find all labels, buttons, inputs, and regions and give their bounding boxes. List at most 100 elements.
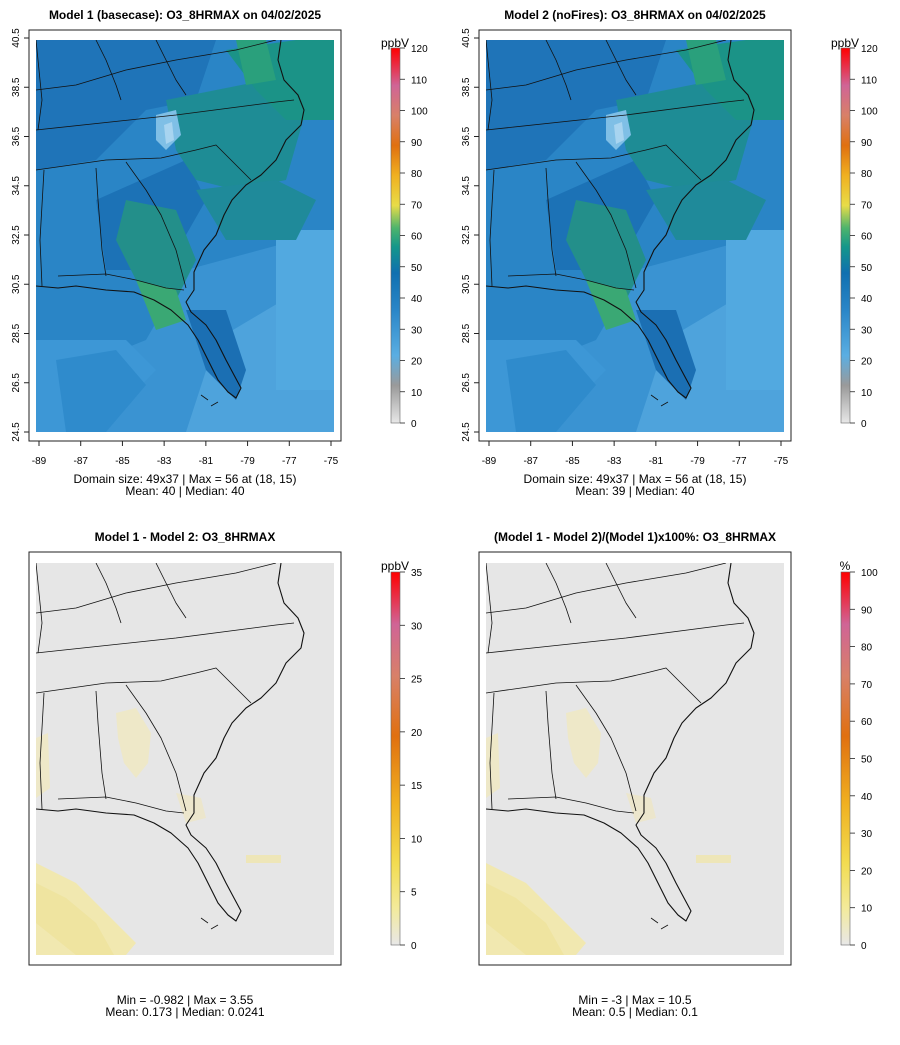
colorbar-tick-label: 120 bbox=[411, 44, 428, 55]
y-tick-label: 26.5 bbox=[11, 373, 22, 393]
y-tick-label: 26.5 bbox=[461, 373, 472, 393]
colorbar-tick-label: 30 bbox=[861, 829, 873, 840]
colorbar-tick-label: 60 bbox=[861, 717, 873, 728]
colorbar-tick-label: 10 bbox=[411, 388, 423, 399]
panel-model2: Model 2 (noFires): O3_8HRMAX on 04/02/20… bbox=[461, 8, 878, 498]
colorbar-tick-label: 30 bbox=[861, 325, 873, 336]
colorbar-tick-label: 40 bbox=[861, 792, 873, 803]
colorbar bbox=[390, 47, 401, 424]
colorbar-tick-label: 40 bbox=[411, 294, 423, 305]
x-tick-label: -81 bbox=[199, 456, 214, 467]
plot-frame bbox=[28, 551, 342, 966]
panel-title: Model 1 (basecase): O3_8HRMAX on 04/02/2… bbox=[49, 8, 321, 22]
y-tick-label: 32.5 bbox=[11, 225, 22, 245]
y-tick-label: 24.5 bbox=[11, 422, 22, 442]
plot-frame bbox=[478, 551, 792, 966]
legend-unit: ppbV bbox=[381, 36, 409, 50]
y-tick-label: 40.5 bbox=[11, 28, 22, 48]
colorbar-tick-label: 90 bbox=[861, 138, 873, 149]
colorbar-ticks: 0 5 10 15 20 25 30 35 bbox=[400, 568, 423, 952]
colorbar-tick-label: 120 bbox=[861, 44, 878, 55]
y-tick-label: 34.5 bbox=[461, 176, 472, 196]
y-tick-label: 34.5 bbox=[11, 176, 22, 196]
colorbar-tick-label: 15 bbox=[411, 781, 423, 792]
stats-line-1: Domain size: 49x37 | Max = 56 at (18, 15… bbox=[74, 472, 297, 486]
colorbar-tick-label: 80 bbox=[411, 169, 423, 180]
x-tick-label: -89 bbox=[482, 456, 497, 467]
x-tick-label: -79 bbox=[690, 456, 705, 467]
colorbar bbox=[840, 47, 851, 424]
x-axis: -89 -87 -85 -83 -81 -79 -77 -75 bbox=[482, 440, 789, 467]
y-tick-label: 36.5 bbox=[461, 126, 472, 146]
panel-title: Model 2 (noFires): O3_8HRMAX on 04/02/20… bbox=[504, 8, 766, 22]
x-tick-label: -87 bbox=[73, 456, 88, 467]
colorbar-tick-label: 0 bbox=[411, 419, 417, 430]
diff-map bbox=[36, 563, 334, 955]
colorbar-tick-label: 40 bbox=[861, 294, 873, 305]
colorbar bbox=[390, 571, 401, 946]
colorbar-tick-label: 100 bbox=[411, 107, 428, 118]
colorbar-tick-label: 25 bbox=[411, 675, 423, 686]
x-tick-label: -89 bbox=[32, 456, 47, 467]
stats-line-2: Mean: 0.173 | Median: 0.0241 bbox=[105, 1005, 265, 1019]
y-tick-label: 36.5 bbox=[11, 126, 22, 146]
y-tick-label: 28.5 bbox=[461, 323, 472, 343]
colorbar-tick-label: 70 bbox=[861, 680, 873, 691]
colorbar-tick-label: 60 bbox=[411, 232, 423, 243]
colorbar-tick-label: 70 bbox=[861, 200, 873, 211]
x-tick-label: -81 bbox=[649, 456, 664, 467]
x-tick-label: -75 bbox=[774, 456, 789, 467]
stats-line-1: Min = -3 | Max = 10.5 bbox=[578, 993, 691, 1007]
colorbar-tick-label: 80 bbox=[861, 169, 873, 180]
stats-line-2: Mean: 0.5 | Median: 0.1 bbox=[572, 1005, 698, 1019]
y-tick-label: 30.5 bbox=[11, 274, 22, 294]
colorbar-ticks: 0 10 20 30 40 50 60 70 80 90 100 110 120 bbox=[850, 44, 878, 430]
ozone-map bbox=[36, 40, 334, 432]
colorbar-tick-label: 100 bbox=[861, 568, 878, 579]
colorbar-tick-label: 110 bbox=[861, 75, 877, 86]
y-tick-label: 28.5 bbox=[11, 323, 22, 343]
stats-line-1: Min = -0.982 | Max = 3.55 bbox=[117, 993, 254, 1007]
colorbar-tick-label: 50 bbox=[861, 755, 873, 766]
panel-diff: Model 1 - Model 2: O3_8HRMAX Min = -0.98… bbox=[28, 530, 423, 1019]
colorbar-tick-label: 20 bbox=[861, 866, 873, 877]
stats-line-1: Domain size: 49x37 | Max = 56 at (18, 15… bbox=[524, 472, 747, 486]
colorbar-tick-label: 110 bbox=[411, 75, 427, 86]
panel-model1: Model 1 (basecase): O3_8HRMAX on 04/02/2… bbox=[11, 8, 428, 498]
ozone-map bbox=[486, 40, 784, 432]
colorbar bbox=[840, 571, 851, 946]
x-tick-label: -77 bbox=[732, 456, 747, 467]
x-tick-label: -83 bbox=[607, 456, 622, 467]
x-tick-label: -85 bbox=[565, 456, 580, 467]
y-axis: 24.5 26.5 28.5 30.5 32.5 34.5 36.5 38.5 40.5 bbox=[11, 28, 29, 442]
colorbar-tick-label: 90 bbox=[411, 138, 423, 149]
colorbar-tick-label: 90 bbox=[861, 605, 873, 616]
colorbar-ticks: 0 10 20 30 40 50 60 70 80 90 100 bbox=[850, 568, 878, 952]
colorbar-tick-label: 20 bbox=[411, 357, 423, 368]
y-tick-label: 24.5 bbox=[461, 422, 472, 442]
colorbar-tick-label: 30 bbox=[411, 325, 423, 336]
colorbar-tick-label: 60 bbox=[861, 232, 873, 243]
y-axis: 24.5 26.5 28.5 30.5 32.5 34.5 36.5 38.5 40.5 bbox=[461, 28, 479, 442]
panel-percent-diff: (Model 1 - Model 2)/(Model 1)x100%: O3_8… bbox=[478, 530, 878, 1019]
panel-title: (Model 1 - Model 2)/(Model 1)x100%: O3_8… bbox=[494, 530, 776, 544]
y-tick-label: 38.5 bbox=[461, 77, 472, 97]
y-tick-label: 40.5 bbox=[461, 28, 472, 48]
colorbar-tick-label: 0 bbox=[861, 419, 867, 430]
colorbar-tick-label: 35 bbox=[411, 568, 423, 579]
colorbar-tick-label: 10 bbox=[411, 834, 423, 845]
panel-title: Model 1 - Model 2: O3_8HRMAX bbox=[95, 530, 276, 544]
colorbar-tick-label: 50 bbox=[411, 263, 423, 274]
x-tick-label: -87 bbox=[523, 456, 538, 467]
y-tick-label: 38.5 bbox=[11, 77, 22, 97]
colorbar-tick-label: 20 bbox=[411, 728, 423, 739]
legend-unit: ppbV bbox=[381, 559, 409, 573]
colorbar-tick-label: 20 bbox=[861, 357, 873, 368]
colorbar-tick-label: 10 bbox=[861, 388, 873, 399]
colorbar-tick-label: 80 bbox=[861, 643, 873, 654]
colorbar-tick-label: 0 bbox=[861, 941, 867, 952]
colorbar-tick-label: 50 bbox=[861, 263, 873, 274]
x-tick-label: -79 bbox=[240, 456, 255, 467]
colorbar-tick-label: 10 bbox=[861, 904, 873, 915]
